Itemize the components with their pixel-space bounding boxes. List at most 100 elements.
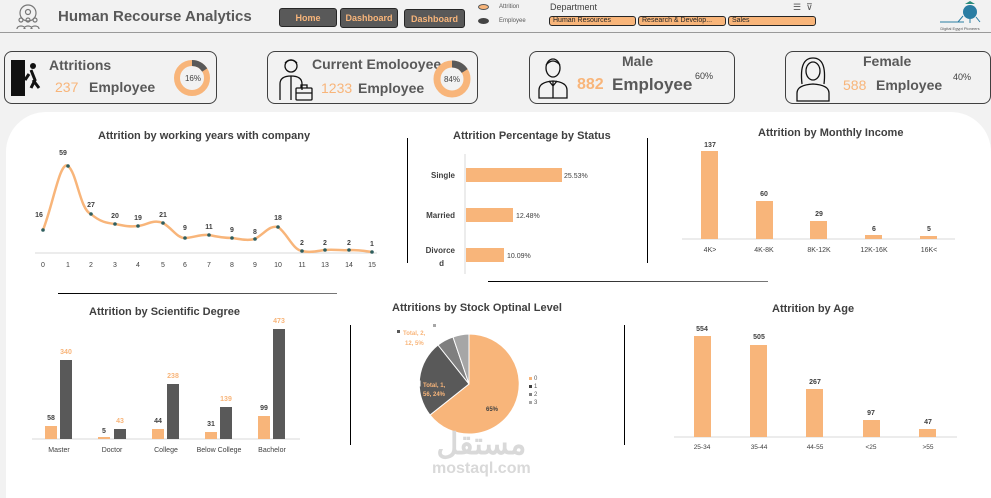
kpi-value: 588 (843, 77, 867, 93)
legend-attrition: Attrition (478, 4, 519, 10)
svg-text:6: 6 (872, 226, 876, 233)
dashboard-button-1[interactable]: Dashboard (340, 8, 398, 28)
svg-text:16: 16 (35, 212, 43, 219)
scientific-degree-bar-chart: 58 340 5 43 44 238 31 139 99 473 Master … (32, 318, 300, 454)
svg-text:1: 1 (66, 262, 70, 269)
slicer-research-development[interactable]: Research & Develop... (638, 16, 726, 26)
svg-text:97: 97 (867, 410, 875, 417)
svg-text:Doctor: Doctor (102, 447, 123, 454)
svg-text:31: 31 (207, 421, 215, 428)
svg-text:59: 59 (59, 150, 67, 157)
svg-text:60: 60 (760, 191, 768, 198)
svg-text:505: 505 (753, 334, 765, 341)
svg-text:College: College (154, 447, 178, 454)
svg-text:43: 43 (116, 418, 124, 425)
svg-text:5: 5 (161, 262, 165, 269)
team-gear-icon (16, 4, 40, 30)
app-title: Human Recourse Analytics (58, 8, 252, 25)
slicer-human-resources[interactable]: Human Resources (549, 16, 636, 26)
svg-text:10: 10 (274, 262, 282, 269)
svg-text:58: 58 (47, 415, 55, 422)
svg-text:18: 18 (274, 215, 282, 222)
svg-text:1: 1 (534, 384, 538, 390)
slicer-controls: ☰ ⊽ (793, 2, 813, 13)
male-user-icon (538, 58, 568, 99)
svg-text:14: 14 (345, 262, 353, 269)
chart-title-status: Attrition Percentage by Status (453, 130, 611, 142)
svg-text:0: 0 (534, 376, 538, 382)
svg-text:19: 19 (134, 215, 142, 222)
kpi-percent: 40% (953, 72, 972, 82)
clear-filter-icon[interactable]: ⊽ (806, 2, 813, 12)
svg-text:4K-8K: 4K-8K (754, 247, 774, 254)
svg-text:Total, 1,: Total, 1, (423, 383, 446, 389)
svg-text:2: 2 (347, 240, 351, 247)
svg-text:Divorce: Divorce (426, 246, 456, 255)
svg-text:554: 554 (696, 326, 708, 333)
svg-text:8: 8 (253, 229, 257, 236)
svg-text:25-34: 25-34 (694, 444, 711, 451)
kpi-title: Attritions (49, 57, 112, 73)
exit-door-icon (11, 60, 41, 96)
multi-select-icon[interactable]: ☰ (793, 2, 802, 12)
svg-text:2: 2 (534, 392, 538, 398)
svg-text:35-44: 35-44 (751, 444, 768, 451)
kpi-card-current-employee: Current Emolooyee 1233 Employee 84% (267, 51, 478, 104)
svg-text:2: 2 (300, 240, 304, 247)
home-button[interactable]: Home (279, 8, 337, 27)
svg-text:d: d (439, 259, 444, 268)
svg-text:Single: Single (431, 171, 456, 180)
svg-text:Master: Master (48, 447, 70, 454)
female-user-icon (796, 57, 830, 102)
svg-text:84%: 84% (444, 75, 460, 84)
kpi-value: 882 (577, 76, 604, 93)
header-bar: Human Recourse Analytics Home Dashboard … (0, 0, 991, 33)
kpi-card-female: Female 588 Employee 40% (785, 51, 991, 104)
svg-text:8K-12K: 8K-12K (807, 247, 831, 254)
kpi-unit: Employee (358, 80, 425, 96)
svg-text:>55: >55 (922, 444, 933, 451)
watermark-arabic: مستقل (436, 428, 527, 461)
svg-text:3: 3 (113, 262, 117, 269)
svg-text:Married: Married (426, 211, 455, 220)
divider (624, 325, 625, 445)
svg-text:29: 29 (815, 211, 823, 218)
svg-text:27: 27 (87, 202, 95, 209)
divider (647, 138, 648, 263)
svg-text:9: 9 (253, 262, 257, 269)
svg-text:Digital Egypt Pioneers: Digital Egypt Pioneers (940, 26, 979, 31)
svg-text:44: 44 (154, 418, 162, 425)
svg-text:238: 238 (167, 373, 179, 380)
stock-level-pie-chart: Total, 1, 56, 24% Total, 2, 12, 5% 65% 0… (397, 324, 538, 435)
svg-text:7: 7 (207, 262, 211, 269)
svg-text:Below College: Below College (197, 447, 242, 454)
svg-text:9: 9 (230, 227, 234, 234)
svg-text:21: 21 (159, 212, 167, 219)
svg-text:65%: 65% (486, 407, 499, 413)
kpi-title: Female (863, 53, 912, 69)
dashboard-button-2[interactable]: Dashboard (404, 9, 465, 28)
svg-text:20: 20 (111, 213, 119, 220)
kpi-unit: Employee (876, 77, 943, 93)
svg-text:137: 137 (704, 142, 716, 149)
department-slicer: Human Resources Research & Develop... Sa… (549, 16, 816, 26)
kpi-card-male: Male 882 Employee 60% (529, 51, 735, 104)
svg-text:25.53%: 25.53% (564, 173, 588, 180)
kpi-unit: Employee (612, 75, 693, 94)
slicer-sales[interactable]: Sales (728, 16, 816, 26)
svg-text:<25: <25 (865, 444, 876, 451)
attrition-swatch-icon (478, 4, 489, 10)
chart-title-monthly-income: Attrition by Monthly Income (758, 127, 904, 139)
divider (350, 325, 351, 445)
svg-text:5: 5 (927, 226, 931, 233)
employee-swatch-icon (478, 18, 489, 24)
svg-text:Total, 2,: Total, 2, (403, 331, 426, 337)
divider (488, 281, 768, 282)
svg-text:13: 13 (321, 262, 329, 269)
chart-title-scientific-degree: Attrition by Scientific Degree (89, 306, 240, 318)
kpi-title: Male (622, 53, 654, 69)
svg-text:8: 8 (230, 262, 234, 269)
svg-text:139: 139 (220, 396, 232, 403)
svg-text:15: 15 (368, 262, 376, 269)
svg-text:Bachelor: Bachelor (258, 447, 286, 454)
